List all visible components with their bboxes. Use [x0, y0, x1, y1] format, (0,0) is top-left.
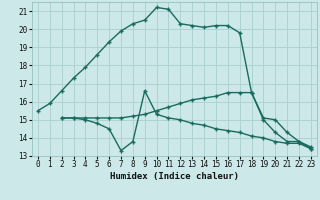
- X-axis label: Humidex (Indice chaleur): Humidex (Indice chaleur): [110, 172, 239, 181]
